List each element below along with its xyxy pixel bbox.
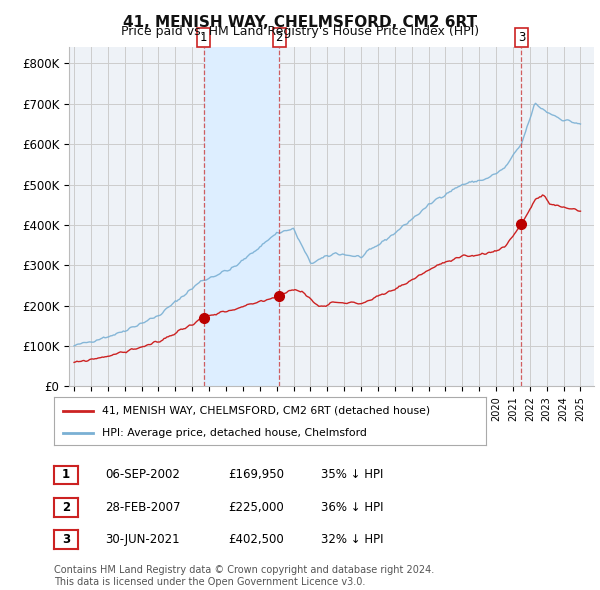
Text: 3: 3 <box>518 31 525 44</box>
Text: 28-FEB-2007: 28-FEB-2007 <box>105 501 181 514</box>
Text: 35% ↓ HPI: 35% ↓ HPI <box>321 468 383 481</box>
Text: 2: 2 <box>62 501 70 514</box>
Text: 41, MENISH WAY, CHELMSFORD, CM2 6RT: 41, MENISH WAY, CHELMSFORD, CM2 6RT <box>123 15 477 30</box>
Text: £402,500: £402,500 <box>228 533 284 546</box>
Text: Contains HM Land Registry data © Crown copyright and database right 2024.
This d: Contains HM Land Registry data © Crown c… <box>54 565 434 587</box>
Text: 2: 2 <box>275 31 283 44</box>
Bar <box>204 47 280 386</box>
Text: 1: 1 <box>200 31 208 44</box>
Text: 36% ↓ HPI: 36% ↓ HPI <box>321 501 383 514</box>
Text: 30-JUN-2021: 30-JUN-2021 <box>105 533 179 546</box>
Text: £225,000: £225,000 <box>228 501 284 514</box>
Text: Price paid vs. HM Land Registry's House Price Index (HPI): Price paid vs. HM Land Registry's House … <box>121 25 479 38</box>
Text: 3: 3 <box>62 533 70 546</box>
Text: 32% ↓ HPI: 32% ↓ HPI <box>321 533 383 546</box>
Text: 06-SEP-2002: 06-SEP-2002 <box>105 468 180 481</box>
Text: 1: 1 <box>62 468 70 481</box>
Text: £169,950: £169,950 <box>228 468 284 481</box>
Text: 41, MENISH WAY, CHELMSFORD, CM2 6RT (detached house): 41, MENISH WAY, CHELMSFORD, CM2 6RT (det… <box>101 405 430 415</box>
Text: HPI: Average price, detached house, Chelmsford: HPI: Average price, detached house, Chel… <box>101 428 367 438</box>
